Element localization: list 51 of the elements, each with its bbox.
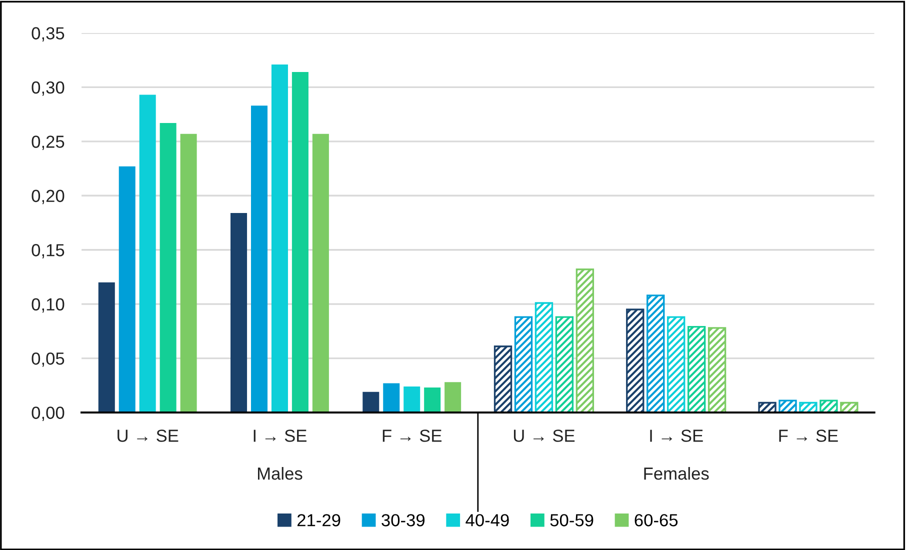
legend-label: 21-29 <box>297 514 340 526</box>
bar <box>160 122 176 412</box>
y-tick-label: 0,05 <box>32 352 64 367</box>
bar <box>687 326 706 412</box>
bar <box>840 402 858 412</box>
x-tick-label: I → SE <box>650 430 703 442</box>
y-tick-label: 0,20 <box>32 190 64 204</box>
bar <box>514 316 533 412</box>
text: Males <box>258 467 302 480</box>
y-tick-label: 0,00 <box>32 406 64 422</box>
bar <box>139 94 156 412</box>
bar <box>534 302 554 412</box>
bar <box>312 134 329 412</box>
bar <box>758 402 776 412</box>
bar <box>98 282 115 412</box>
bar <box>180 134 197 412</box>
x-tick-label: F → SE <box>779 430 838 442</box>
bar <box>444 382 462 412</box>
bar <box>292 72 308 412</box>
x-tick-label: U → SE <box>118 430 178 442</box>
bar <box>626 308 644 412</box>
bar <box>799 402 818 412</box>
bar <box>820 400 838 412</box>
bar <box>383 383 400 412</box>
bar <box>271 64 288 412</box>
bar <box>667 316 686 412</box>
text: Females <box>644 467 709 480</box>
bar <box>362 392 380 412</box>
bar <box>494 346 512 412</box>
bar <box>230 212 248 412</box>
bar <box>708 327 726 412</box>
bar <box>424 388 441 412</box>
bar <box>778 400 797 412</box>
y-tick-label: 0,15 <box>32 244 64 258</box>
bar <box>404 386 420 412</box>
bar <box>555 316 574 412</box>
x-tick-label: F → SE <box>382 430 442 442</box>
bar <box>576 268 594 412</box>
legend-label: 50-59 <box>550 514 594 526</box>
y-tick-label: 0,35 <box>32 27 64 42</box>
y-tick-label: 0,25 <box>32 136 64 150</box>
y-tick-label: 0,10 <box>32 298 64 313</box>
y-tick-label: 0,30 <box>32 81 64 96</box>
bar <box>646 294 665 412</box>
legend-label: 30-39 <box>382 514 425 526</box>
legend-label: 60-65 <box>634 514 678 526</box>
x-tick-label: U → SE <box>514 430 575 442</box>
legend-label: 40-49 <box>466 514 509 526</box>
bar <box>118 166 136 412</box>
x-tick-label: I → SE <box>254 430 306 442</box>
bar <box>250 106 268 412</box>
